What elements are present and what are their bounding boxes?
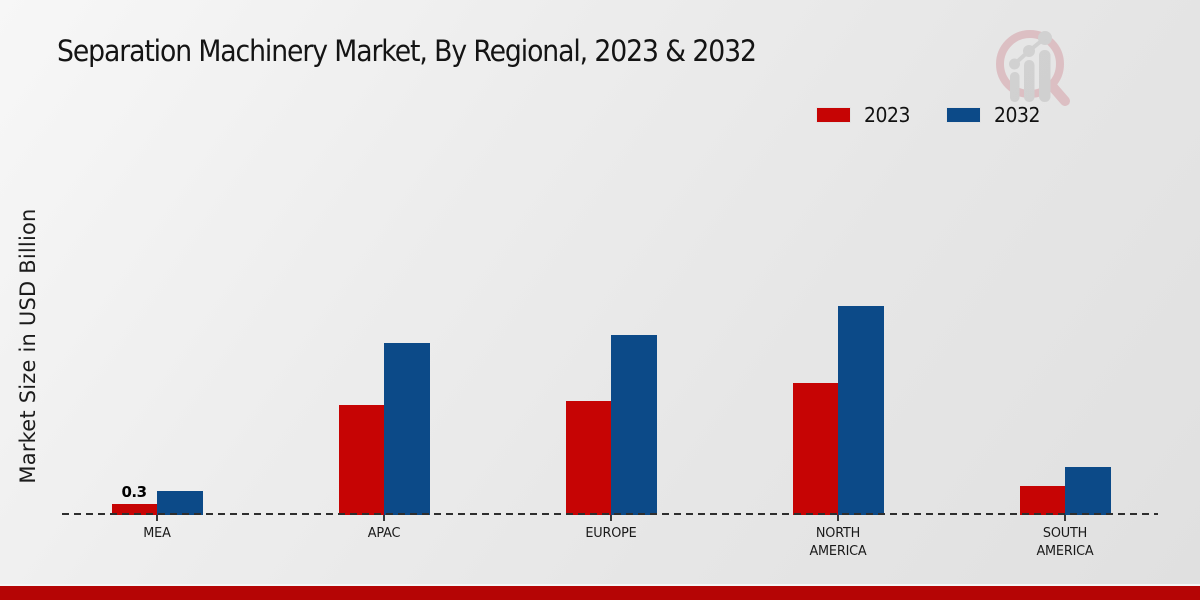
x-tick-north-america <box>837 515 840 521</box>
legend-swatch-2032 <box>946 107 982 123</box>
magnifier-bar-chart-logo-icon <box>996 30 1070 106</box>
x-axis-baseline <box>62 513 1158 515</box>
x-category-label-mea: MEA <box>142 525 171 541</box>
x-category-label-south-america: SOUTH AMERICA <box>1036 525 1094 559</box>
bar-2023-south-america <box>1020 486 1066 515</box>
bar-2032-south-america <box>1065 467 1112 515</box>
bar-2023-europe <box>565 401 611 515</box>
legend-label-2023: 2023 <box>864 103 911 127</box>
bar-2032-europe <box>610 335 657 515</box>
legend-item-2023: 2023 <box>816 103 913 127</box>
bar-2032-mea <box>156 491 203 515</box>
legend-label-2032: 2032 <box>994 103 1041 127</box>
x-tick-europe <box>609 515 612 521</box>
bar-2032-apac <box>383 343 430 515</box>
x-category-label-apac: APAC <box>367 525 400 541</box>
footer-red-band <box>0 586 1200 600</box>
x-tick-apac <box>382 515 385 521</box>
legend: 2023 2032 <box>816 103 1043 127</box>
x-category-label-europe: EUROPE <box>585 525 637 541</box>
bar-2032-north-america <box>838 306 885 515</box>
chart-title: Separation Machinery Market, By Regional… <box>57 34 757 68</box>
x-category-label-north-america: NORTH AMERICA <box>809 525 867 559</box>
legend-item-2032: 2032 <box>946 103 1043 127</box>
data-label-2023-mea: 0.3 <box>121 483 147 501</box>
x-tick-mea <box>155 515 158 521</box>
legend-swatch-2023 <box>816 107 852 123</box>
bar-2023-apac <box>338 405 384 515</box>
bar-2023-mea <box>111 504 157 515</box>
x-tick-south-america <box>1064 515 1067 521</box>
bar-2023-north-america <box>793 383 839 515</box>
